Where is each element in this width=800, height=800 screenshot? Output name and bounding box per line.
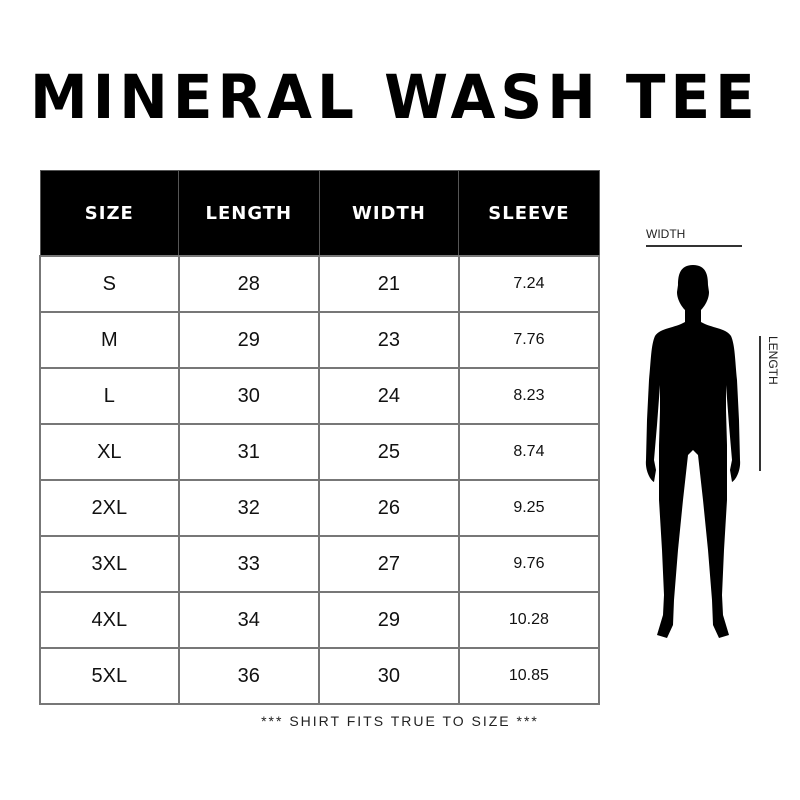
column-header-length: LENGTH [178,170,320,257]
cell-size: XL [39,423,180,481]
cell-length: 30 [177,367,321,425]
table-row: 4XL 34 29 10.28 [39,591,601,649]
width-line [646,245,742,247]
cell-width: 25 [318,423,460,481]
column-header-width: WIDTH [318,170,460,257]
cell-size: L [39,367,180,425]
cell-sleeve: 7.24 [457,255,601,313]
fit-note: *** SHIRT FITS TRUE TO SIZE *** [261,713,539,729]
cell-width: 29 [318,591,460,649]
cell-size: 3XL [39,535,180,593]
cell-length: 28 [177,255,321,313]
cell-size: M [39,311,180,369]
cell-length: 36 [177,647,321,705]
column-header-size: SIZE [39,170,180,257]
cell-sleeve: 8.23 [457,367,601,425]
size-chart-table: SIZE LENGTH WIDTH SLEEVE S 28 21 7.24 M 29 23 7.76… [39,170,601,705]
column-header-sleeve: SLEEVE [458,170,600,257]
page-title: MINERAL WASH TEE [30,61,760,133]
human-silhouette-icon [645,265,741,638]
table-row: 5XL 36 30 10.85 [39,647,601,705]
table-row: XL 31 25 8.74 [39,423,601,481]
cell-length: 32 [177,479,321,537]
width-label: WIDTH [646,227,686,241]
cell-width: 21 [318,255,460,313]
cell-sleeve: 7.76 [457,311,601,369]
cell-size: 2XL [39,479,180,537]
length-label: LENGTH [766,336,780,385]
cell-sleeve: 10.85 [457,647,601,705]
table-row: 2XL 32 26 9.25 [39,479,601,537]
cell-length: 34 [177,591,321,649]
cell-length: 29 [177,311,321,369]
cell-size: 5XL [39,647,180,705]
cell-width: 27 [318,535,460,593]
cell-sleeve: 10.28 [457,591,601,649]
cell-sleeve: 9.25 [457,479,601,537]
cell-width: 24 [318,367,460,425]
table-row: 3XL 33 27 9.76 [39,535,601,593]
cell-sleeve: 8.74 [457,423,601,481]
cell-length: 33 [177,535,321,593]
cell-length: 31 [177,423,321,481]
cell-width: 30 [318,647,460,705]
length-line [759,336,761,471]
cell-width: 23 [318,311,460,369]
table-header-row: SIZE LENGTH WIDTH SLEEVE [39,170,600,257]
cell-size: S [39,255,180,313]
cell-size: 4XL [39,591,180,649]
table-row: L 30 24 8.23 [39,367,601,425]
table-row: M 29 23 7.76 [39,311,601,369]
table-row: S 28 21 7.24 [39,255,601,313]
cell-sleeve: 9.76 [457,535,601,593]
cell-width: 26 [318,479,460,537]
